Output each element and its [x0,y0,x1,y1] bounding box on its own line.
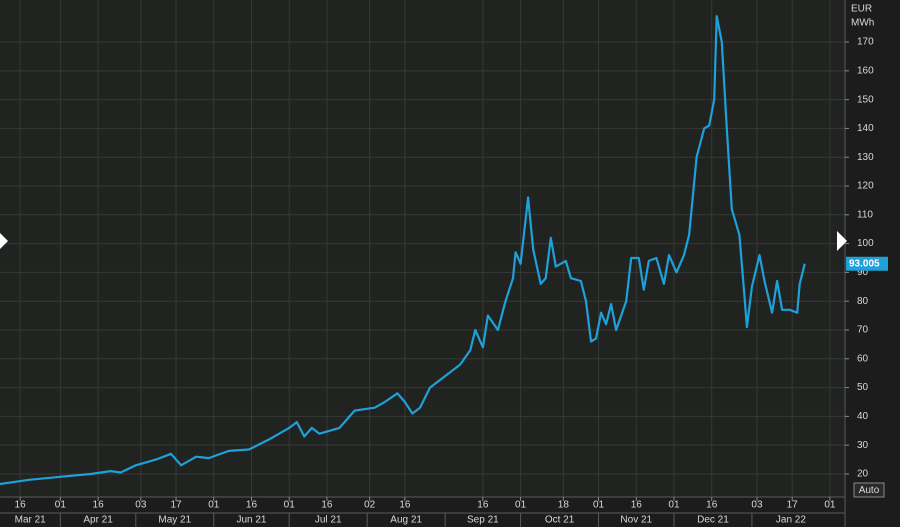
month-label: Jun 21 [236,515,266,526]
x-tick-label: 03 [751,500,763,511]
price-line [0,15,806,486]
y-tick-label: 120 [857,181,874,192]
auto-button[interactable]: Auto [853,482,885,498]
month-label: Oct 21 [545,515,575,526]
month-label: Mar 21 [15,515,47,526]
y-tick-label: 80 [857,296,869,307]
x-tick-label: 17 [170,500,182,511]
last-value-label: 93.005 [849,258,880,269]
scroll-left-arrow[interactable] [0,233,8,249]
y-tick-label: 90 [857,267,869,278]
x-tick-label: 16 [477,500,489,511]
y-tick-label: 20 [857,469,869,480]
x-tick-label: 01 [208,500,220,511]
x-tick-label: 01 [55,500,67,511]
month-label: Dec 21 [697,515,729,526]
y-tick-label: 130 [857,152,874,163]
x-tick-label: 01 [515,500,527,511]
x-tick-label: 17 [787,500,799,511]
y-tick-label: 30 [857,440,869,451]
last-value-box [846,256,888,271]
y-tick-label: 70 [857,325,869,336]
x-tick-label: 03 [135,500,147,511]
x-tick-label: 16 [246,500,258,511]
y-tick-label: 60 [857,353,869,364]
auto-button-label[interactable]: Auto [859,485,880,496]
month-label: Jul 21 [315,515,342,526]
x-tick-label: 16 [93,500,105,511]
x-tick-label: 16 [631,500,643,511]
month-label: Jan 22 [776,515,806,526]
month-label: Sep 21 [467,515,499,526]
y-tick-label: 50 [857,382,869,393]
x-tick-label: 16 [706,500,718,511]
month-label: May 21 [158,515,191,526]
y-tick-label: 170 [857,37,874,48]
x-tick-label: 01 [824,500,836,511]
y-axis-label: EUR [851,4,872,15]
auto-button-box[interactable] [853,482,885,498]
y-tick-label: 100 [857,238,874,249]
x-tick-label: 02 [364,500,376,511]
y-tick-label: 160 [857,65,874,76]
x-tick-label: 16 [15,500,27,511]
x-tick-label: 16 [321,500,333,511]
scroll-right-arrow[interactable] [837,231,847,251]
x-tick-label: 16 [399,500,411,511]
x-tick-label: 01 [668,500,680,511]
y-axis-label: MWh [851,18,874,29]
month-label: Apr 21 [83,515,113,526]
y-tick-label: 40 [857,411,869,422]
y-tick-label: 150 [857,94,874,105]
month-label: Nov 21 [620,515,652,526]
x-tick-label: 18 [558,500,570,511]
y-tick-label: 110 [857,209,873,220]
x-tick-label: 01 [284,500,296,511]
plot-area [0,0,845,497]
month-label: Aug 21 [390,515,422,526]
grid [0,0,845,497]
y-tick-label: 140 [857,123,874,134]
x-tick-label: 01 [593,500,605,511]
